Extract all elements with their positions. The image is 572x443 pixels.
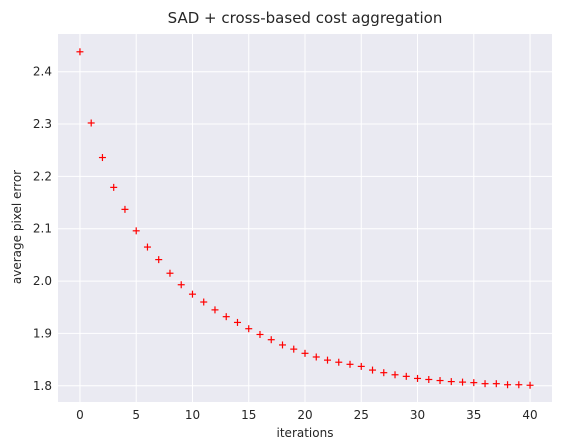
data-point — [155, 256, 163, 264]
x-tick-label: 25 — [354, 408, 369, 422]
data-point — [481, 380, 489, 388]
data-point — [504, 381, 512, 389]
data-point — [515, 381, 523, 389]
y-tick-label: 2.1 — [33, 222, 52, 236]
x-tick-label: 40 — [522, 408, 537, 422]
data-point — [526, 381, 534, 389]
y-tick-label: 1.8 — [33, 379, 52, 393]
data-point — [132, 227, 140, 235]
x-tick-labels: 0 5 10 15 20 25 30 35 40 — [76, 408, 538, 422]
grid-lines — [58, 34, 552, 402]
data-point — [425, 375, 433, 383]
x-tick-label: 5 — [132, 408, 140, 422]
y-tick-label: 2.0 — [33, 274, 52, 288]
data-point — [76, 48, 84, 56]
data-point — [121, 205, 129, 213]
data-point — [402, 372, 410, 380]
x-tick-label: 35 — [466, 408, 481, 422]
data-point — [211, 306, 219, 314]
data-point — [256, 330, 264, 338]
x-tick-label: 20 — [297, 408, 312, 422]
data-point — [324, 356, 332, 364]
data-point — [414, 374, 422, 382]
x-tick-label: 15 — [241, 408, 256, 422]
data-point — [267, 336, 275, 344]
data-points — [76, 48, 534, 389]
data-point — [459, 378, 467, 386]
y-tick-label: 1.9 — [33, 326, 52, 340]
data-point — [166, 269, 174, 277]
x-axis-label: iterations — [277, 426, 334, 440]
data-point — [98, 154, 106, 162]
data-point — [369, 366, 377, 374]
data-point — [470, 379, 478, 387]
data-point — [278, 341, 286, 349]
data-point — [110, 183, 118, 191]
data-point — [143, 243, 151, 251]
data-point — [436, 377, 444, 385]
data-point — [357, 362, 365, 370]
data-point — [391, 371, 399, 379]
data-point — [447, 378, 455, 386]
data-point — [492, 380, 500, 388]
data-point — [177, 281, 185, 289]
y-tick-label: 2.3 — [33, 117, 52, 131]
data-point — [245, 325, 253, 333]
data-point — [301, 349, 309, 357]
data-point — [200, 298, 208, 306]
x-tick-label: 10 — [185, 408, 200, 422]
y-tick-label: 2.2 — [33, 169, 52, 183]
data-point — [335, 358, 343, 366]
y-tick-label: 2.4 — [33, 65, 52, 79]
data-point — [346, 360, 354, 368]
y-tick-labels: 1.8 1.9 2.0 2.1 2.2 2.3 2.4 — [33, 65, 52, 393]
data-point — [380, 369, 388, 377]
data-point — [87, 119, 95, 127]
data-point — [188, 290, 196, 298]
chart-title: SAD + cross-based cost aggregation — [168, 9, 443, 27]
data-point — [222, 313, 230, 321]
data-point — [290, 345, 298, 353]
data-point — [312, 353, 320, 361]
x-tick-label: 0 — [76, 408, 84, 422]
y-axis-label: average pixel error — [10, 170, 24, 284]
x-tick-label: 30 — [410, 408, 425, 422]
data-point — [233, 318, 241, 326]
